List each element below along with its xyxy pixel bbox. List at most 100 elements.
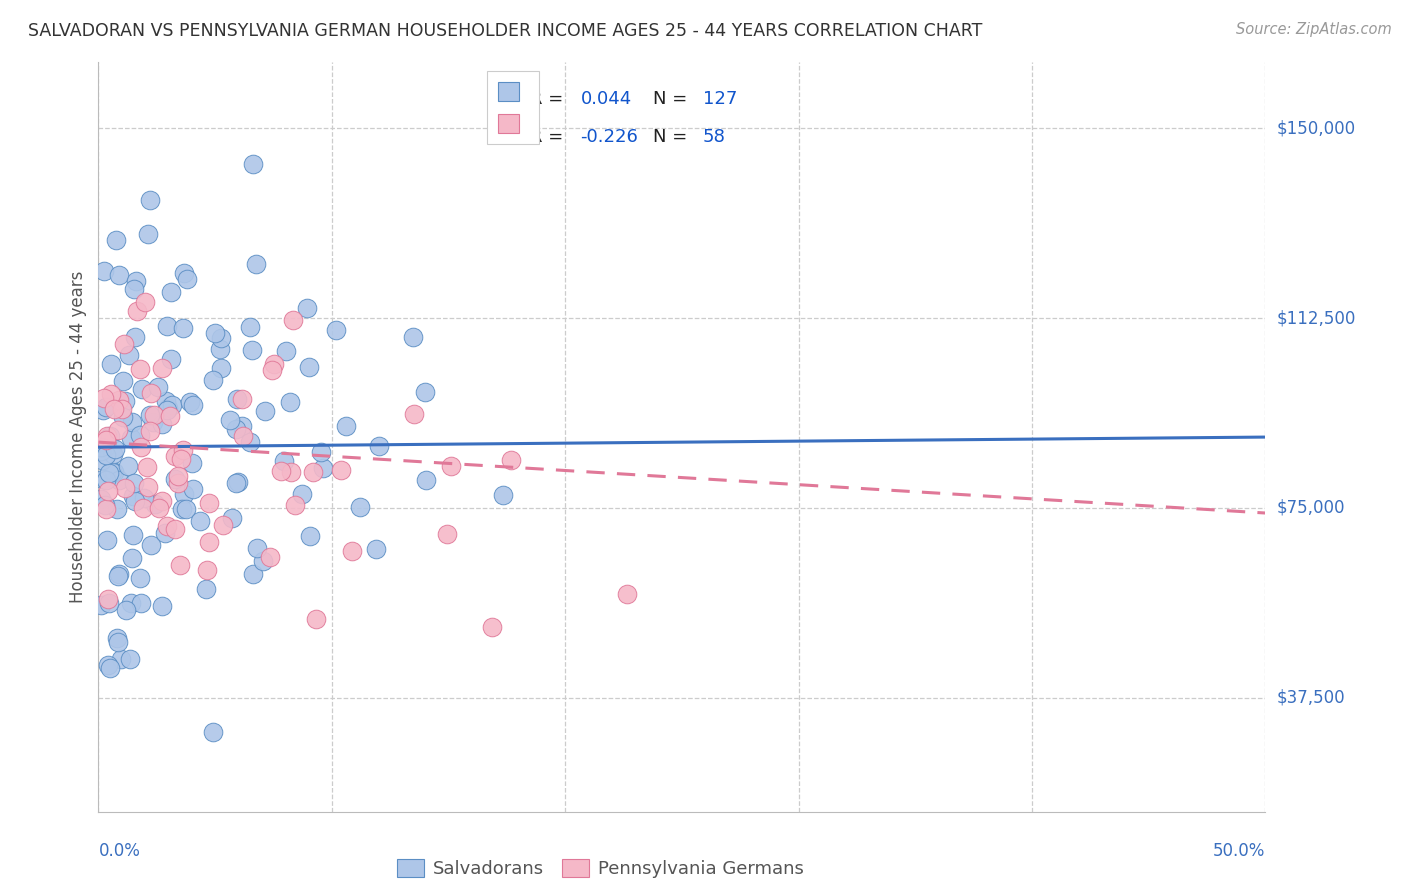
Point xyxy=(415,473,437,487)
Point xyxy=(143,498,166,512)
Point xyxy=(129,596,152,610)
Point xyxy=(110,402,132,417)
Text: $75,000: $75,000 xyxy=(1277,499,1346,517)
Point xyxy=(283,313,305,327)
Point xyxy=(263,358,285,372)
Point xyxy=(96,428,118,442)
Point xyxy=(616,586,638,600)
Point xyxy=(139,385,162,400)
Point xyxy=(139,408,162,422)
Point xyxy=(219,413,242,427)
Point xyxy=(240,343,263,358)
Point xyxy=(242,567,264,582)
Point xyxy=(162,398,184,412)
Point xyxy=(170,451,193,466)
Point xyxy=(402,407,425,421)
Point xyxy=(122,528,145,542)
Point xyxy=(150,494,173,508)
Point xyxy=(100,386,122,401)
Point xyxy=(439,459,461,474)
Point xyxy=(204,326,226,340)
Point xyxy=(311,460,333,475)
Point xyxy=(129,440,152,454)
Point xyxy=(284,498,307,512)
Point xyxy=(150,417,173,432)
Point xyxy=(165,449,187,463)
Point xyxy=(368,439,391,453)
Text: Source: ZipAtlas.com: Source: ZipAtlas.com xyxy=(1236,22,1392,37)
Point xyxy=(107,569,129,583)
Point xyxy=(103,466,125,480)
Point xyxy=(231,419,253,434)
Text: 0.044: 0.044 xyxy=(581,90,631,108)
Point xyxy=(349,500,371,515)
Point xyxy=(402,330,425,344)
Point xyxy=(98,661,121,675)
Point xyxy=(91,403,114,417)
Point xyxy=(94,502,117,516)
Point xyxy=(110,652,132,666)
Point xyxy=(198,496,221,510)
Point xyxy=(260,363,283,377)
Point xyxy=(146,379,169,393)
Point xyxy=(295,301,318,315)
Point xyxy=(121,551,143,566)
Point xyxy=(104,442,127,457)
Point xyxy=(135,460,157,475)
Point xyxy=(172,502,194,516)
Text: 58: 58 xyxy=(703,128,725,146)
Point xyxy=(188,515,211,529)
Point xyxy=(90,453,112,467)
Point xyxy=(280,465,302,479)
Point xyxy=(103,466,125,480)
Point xyxy=(340,544,363,558)
Point xyxy=(107,423,129,437)
Point xyxy=(122,490,145,504)
Point xyxy=(165,522,187,536)
Point xyxy=(120,652,142,666)
Point xyxy=(97,484,120,499)
Point xyxy=(304,612,326,626)
Point xyxy=(273,454,295,468)
Point xyxy=(124,329,146,343)
Point xyxy=(173,487,195,501)
Point xyxy=(125,303,148,318)
Point xyxy=(166,475,188,490)
Text: $112,500: $112,500 xyxy=(1277,310,1355,327)
Point xyxy=(105,631,128,645)
Point xyxy=(122,476,145,491)
Point xyxy=(242,157,264,171)
Point xyxy=(176,272,198,286)
Point xyxy=(115,603,138,617)
Point xyxy=(96,533,118,548)
Point xyxy=(152,361,174,376)
Point xyxy=(156,401,179,416)
Point xyxy=(101,465,124,479)
Point xyxy=(90,440,112,454)
Point xyxy=(155,394,177,409)
Point xyxy=(254,403,277,417)
Point xyxy=(139,424,162,438)
Point xyxy=(93,498,115,512)
Point xyxy=(252,554,274,568)
Point xyxy=(128,362,150,376)
Point xyxy=(90,491,112,506)
Point xyxy=(120,431,142,445)
Point xyxy=(131,383,153,397)
Point xyxy=(153,525,176,540)
Text: $37,500: $37,500 xyxy=(1277,689,1346,706)
Text: R =: R = xyxy=(530,128,569,146)
Point xyxy=(107,635,129,649)
Point xyxy=(142,415,165,429)
Point xyxy=(112,337,135,351)
Point xyxy=(231,392,253,406)
Point xyxy=(325,323,347,337)
Point xyxy=(111,374,134,388)
Point xyxy=(134,491,156,505)
Point xyxy=(181,482,204,496)
Point xyxy=(209,342,232,356)
Point xyxy=(335,419,357,434)
Point xyxy=(97,591,120,606)
Point xyxy=(93,442,115,456)
Point xyxy=(94,434,117,448)
